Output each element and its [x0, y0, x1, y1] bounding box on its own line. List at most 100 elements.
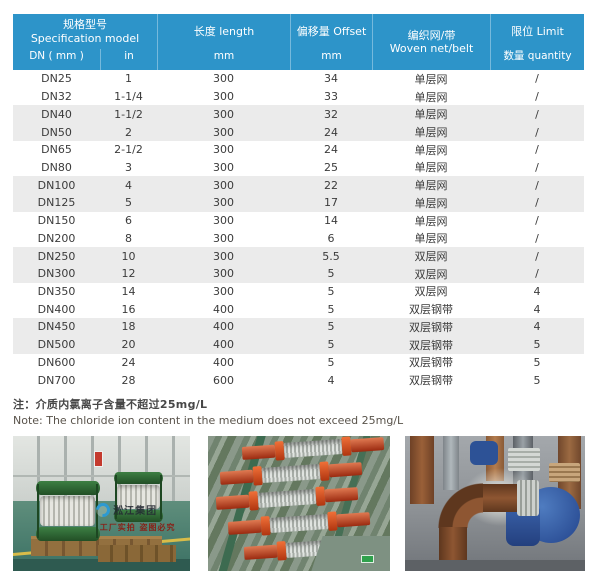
header-length-unit: mm	[157, 49, 290, 70]
cell-limit: /	[535, 72, 539, 86]
table-row: DN300 12 300 5 双层网 /	[13, 264, 584, 283]
red-pipe	[227, 519, 262, 535]
rusted-connector	[549, 463, 580, 482]
cell-in: 20	[121, 338, 136, 352]
table-row: DN150 6 300 14 单层网 /	[13, 212, 584, 230]
cell-woven: 双层钢带	[409, 338, 453, 352]
red-pipe	[215, 494, 250, 510]
note-cn: 注：介质内氯离子含量不超过25mg/L	[13, 398, 208, 411]
tie-rod	[37, 484, 40, 538]
rack-floor-corner	[311, 535, 390, 571]
cell-length: 300	[213, 143, 234, 157]
flange-bottom	[36, 526, 100, 542]
braided-bellows	[117, 485, 160, 510]
cell-in: 18	[121, 320, 136, 334]
cell-woven: 单层网	[414, 72, 448, 86]
cell-offset: 24	[324, 143, 338, 157]
braided-hose	[283, 438, 343, 459]
cell-in: 4	[125, 178, 132, 192]
cell-offset: 5	[327, 302, 335, 316]
cell-offset: 24	[324, 125, 338, 139]
table-row: DN500 20 400 5 双层钢带 5	[13, 335, 584, 354]
expansion-joint-right	[113, 472, 164, 523]
cell-dn: DN125	[37, 196, 76, 210]
cell-length: 300	[213, 249, 234, 263]
cell-limit: /	[535, 249, 539, 263]
header-woven-en: Woven net/belt	[389, 42, 474, 55]
cell-in: 24	[121, 355, 136, 369]
table-row: DN65 2-1/2 300 24 单层网 /	[13, 141, 584, 159]
red-pipe	[219, 469, 254, 485]
cell-length: 300	[213, 284, 234, 298]
cell-woven: 双层钢带	[409, 374, 453, 388]
table-row: DN600 24 400 5 双层钢带 5	[13, 354, 584, 372]
red-pipe	[243, 544, 278, 560]
cell-in: 2-1/2	[114, 143, 143, 157]
elbow-bend	[423, 478, 483, 528]
cell-limit: 4	[533, 284, 541, 298]
table-row: DN50 2 300 24 单层网 /	[13, 123, 584, 141]
cell-limit: /	[535, 125, 539, 139]
cell-length: 300	[213, 72, 234, 86]
cell-limit: /	[535, 90, 539, 104]
header-in: in	[100, 49, 157, 70]
cell-dn: DN450	[37, 320, 76, 334]
cell-limit: /	[535, 160, 539, 174]
cell-dn: DN700	[37, 373, 76, 387]
header-spec-cn: 规格型号	[63, 18, 107, 31]
cell-offset: 32	[324, 107, 338, 121]
cell-in: 1-1/2	[114, 107, 143, 121]
cell-in: 16	[121, 302, 136, 316]
watermark: 淞江集团	[93, 499, 157, 520]
cell-dn: DN300	[37, 267, 76, 281]
table-row: DN80 3 300 25 单层网 /	[13, 159, 584, 177]
header-limit: 限位 Limit	[490, 14, 584, 49]
cell-length: 300	[213, 267, 234, 281]
tie-rod	[160, 475, 163, 520]
cell-length: 300	[213, 196, 234, 210]
cell-limit: 4	[533, 320, 541, 334]
flange-top	[113, 472, 164, 485]
cell-length: 300	[213, 125, 234, 139]
red-pipe	[350, 437, 385, 453]
cell-offset: 5	[327, 284, 335, 298]
header-woven-cn: 编织网/带	[407, 28, 456, 42]
wall-sign	[94, 450, 104, 467]
table-row: DN450 18 400 5 双层钢带 4	[13, 318, 584, 336]
red-pipe	[328, 462, 363, 478]
cell-limit: /	[535, 196, 539, 210]
cell-dn: DN100	[37, 178, 76, 192]
braided-hose	[257, 488, 317, 509]
galvanized-coupling	[517, 480, 539, 516]
cell-woven: 单层网	[414, 196, 448, 210]
table-row: DN125 5 300 17 单层网 /	[13, 194, 584, 212]
cell-in: 5	[125, 196, 132, 210]
wooden-pallet-2	[97, 545, 176, 562]
cell-limit: /	[535, 143, 539, 157]
photo-strip: 淞江集团 工厂实拍 盗图必究	[13, 436, 585, 571]
cell-woven: 双层钢带	[409, 303, 453, 317]
table-body: DN25 1 300 34 单层网 / DN32 1-1/4 300 33 单层网 / DN40 1-1/…	[13, 70, 584, 389]
header-limit-sub: 数量 quantity	[490, 49, 584, 70]
cell-woven: 单层网	[414, 161, 448, 175]
header-offset: 偏移量 Offset	[290, 14, 372, 49]
tie-rod	[114, 475, 117, 520]
table-row: DN40 1-1/2 300 32 单层网 /	[13, 105, 584, 124]
cell-woven: 双层网	[414, 267, 448, 281]
cell-offset: 4	[327, 373, 335, 387]
galvanized-connector	[507, 448, 540, 472]
table-row: DN250 10 300 5.5 双层网 /	[13, 247, 584, 265]
pump-room-floor	[405, 560, 585, 571]
flange-top	[36, 480, 100, 496]
notes: 注：介质内氯离子含量不超过25mg/L Note: The chloride i…	[13, 396, 403, 427]
cell-offset: 5	[327, 320, 335, 334]
cell-offset: 6	[327, 231, 335, 245]
cell-offset: 25	[324, 160, 338, 174]
cell-length: 300	[213, 90, 234, 104]
header-dn: DN ( mm )	[29, 50, 84, 62]
cell-woven: 单层网	[414, 126, 448, 140]
cell-dn: DN25	[41, 72, 72, 86]
cell-limit: 5	[533, 338, 541, 352]
tie-rod	[96, 484, 99, 538]
blue-valve	[469, 441, 498, 466]
